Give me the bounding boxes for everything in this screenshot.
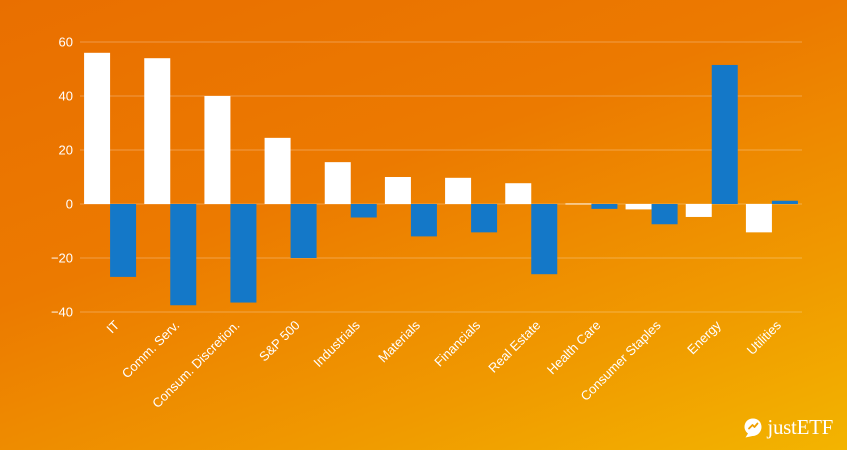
x-category-label: Energy xyxy=(684,317,724,357)
x-category-label: Industrials xyxy=(310,317,363,370)
bar-series-1 xyxy=(384,177,411,204)
bar-series-1 xyxy=(324,162,351,204)
bar-series-1 xyxy=(745,204,772,233)
bar-series-1 xyxy=(445,177,472,204)
bar-series-2 xyxy=(771,200,798,204)
x-category-label: Real Estate xyxy=(485,318,543,376)
bar-series-2 xyxy=(711,64,738,204)
brand-name: justETF xyxy=(767,415,833,439)
y-tick-label: −40 xyxy=(51,305,73,320)
y-tick-label: 40 xyxy=(59,89,73,104)
bar-series-1 xyxy=(144,58,171,205)
justetf-logo-icon xyxy=(744,418,762,437)
bar-series-2 xyxy=(651,204,678,225)
x-category-label: Comm. Serv. xyxy=(119,318,183,382)
x-category-label: IT xyxy=(103,317,122,336)
x-category-label: Health Care xyxy=(544,318,604,378)
bar-series-1 xyxy=(84,52,111,204)
bar-series-2 xyxy=(170,204,197,306)
x-category-label: Financials xyxy=(431,317,483,369)
bar-series-2 xyxy=(410,204,437,237)
y-tick-label: 0 xyxy=(66,197,73,212)
x-category-label: S&P 500 xyxy=(256,318,303,365)
bar-series-1 xyxy=(264,137,291,204)
bar-series-1 xyxy=(204,96,231,204)
bar-series-1 xyxy=(565,203,592,205)
y-axis-ticks: 60 40 20 0 −20 −40 xyxy=(51,35,73,320)
bar-series-1 xyxy=(505,183,532,204)
x-category-label: Utilities xyxy=(744,317,785,358)
y-tick-label: 60 xyxy=(59,35,73,50)
x-category-label: Materials xyxy=(375,317,423,365)
bar-series-2 xyxy=(290,204,317,258)
bar-series-2 xyxy=(110,204,137,277)
justetf-logo: justETF xyxy=(743,415,833,440)
bar-series-2 xyxy=(230,204,257,303)
y-tick-label: −20 xyxy=(51,251,73,266)
bar-series-1 xyxy=(685,204,712,217)
bar-series-1 xyxy=(625,204,652,210)
bar-series-2 xyxy=(350,204,377,218)
y-tick-label: 20 xyxy=(59,143,73,158)
gridlines xyxy=(80,41,802,313)
bar-series-2 xyxy=(531,204,558,275)
bar-series-2 xyxy=(591,204,618,209)
bars xyxy=(84,52,798,306)
bar-series-2 xyxy=(471,204,498,233)
